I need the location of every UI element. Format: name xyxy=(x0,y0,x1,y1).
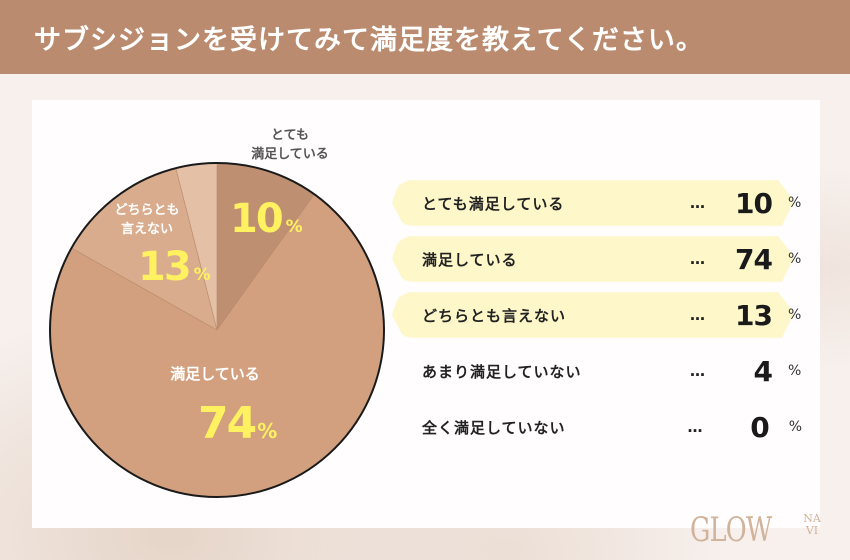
legend-dots: … xyxy=(690,194,705,212)
brand-logo: GLOW xyxy=(690,510,772,550)
header-banner: サブシジョンを受けてみて満足度を教えてください。 xyxy=(0,0,850,74)
legend-value: 10 xyxy=(735,186,773,220)
legend-dots: … xyxy=(690,362,705,380)
legend-percent: % xyxy=(788,307,802,323)
logo-sub-bottom: VI xyxy=(805,524,819,537)
legend-percent: % xyxy=(788,195,802,211)
legend-dots: … xyxy=(690,306,705,324)
legend-value: 4 xyxy=(753,354,773,388)
legend-label: 全く満足していない xyxy=(422,418,566,437)
legend-row-not-satisfied-at-all: 全く満足していない … 0 % xyxy=(392,402,802,452)
legend-row-very-satisfied: とても満足している … 10 % xyxy=(392,178,802,228)
legend-dots: … xyxy=(690,250,705,268)
page-title: サブシジョンを受けてみて満足度を教えてください。 xyxy=(34,24,704,56)
legend-row-satisfied: 満足している … 74 % xyxy=(392,234,802,284)
legend-label: あまり満足していない xyxy=(422,362,582,381)
logo-sub-top: NA xyxy=(803,512,821,525)
legend-value: 74 xyxy=(735,242,773,276)
brand-logo-sub: NA VI xyxy=(800,513,824,537)
legend-value: 0 xyxy=(750,410,769,444)
legend-percent: % xyxy=(788,251,802,267)
legend-dots: … xyxy=(687,418,703,436)
legend-label: どちらとも言えない xyxy=(422,306,567,325)
legend-percent: % xyxy=(788,419,803,435)
legend-label: 満足している xyxy=(422,250,518,269)
legend-row-neutral: どちらとも言えない … 13 % xyxy=(392,290,802,340)
legend-value: 13 xyxy=(735,298,773,332)
legend: とても満足している … 10 % 満足している … 74 % どちらとも言えない… xyxy=(392,178,802,458)
legend-label: とても満足している xyxy=(422,194,565,213)
legend-percent: % xyxy=(788,363,802,379)
legend-row-not-very-satisfied: あまり満足していない … 4 % xyxy=(392,346,802,396)
